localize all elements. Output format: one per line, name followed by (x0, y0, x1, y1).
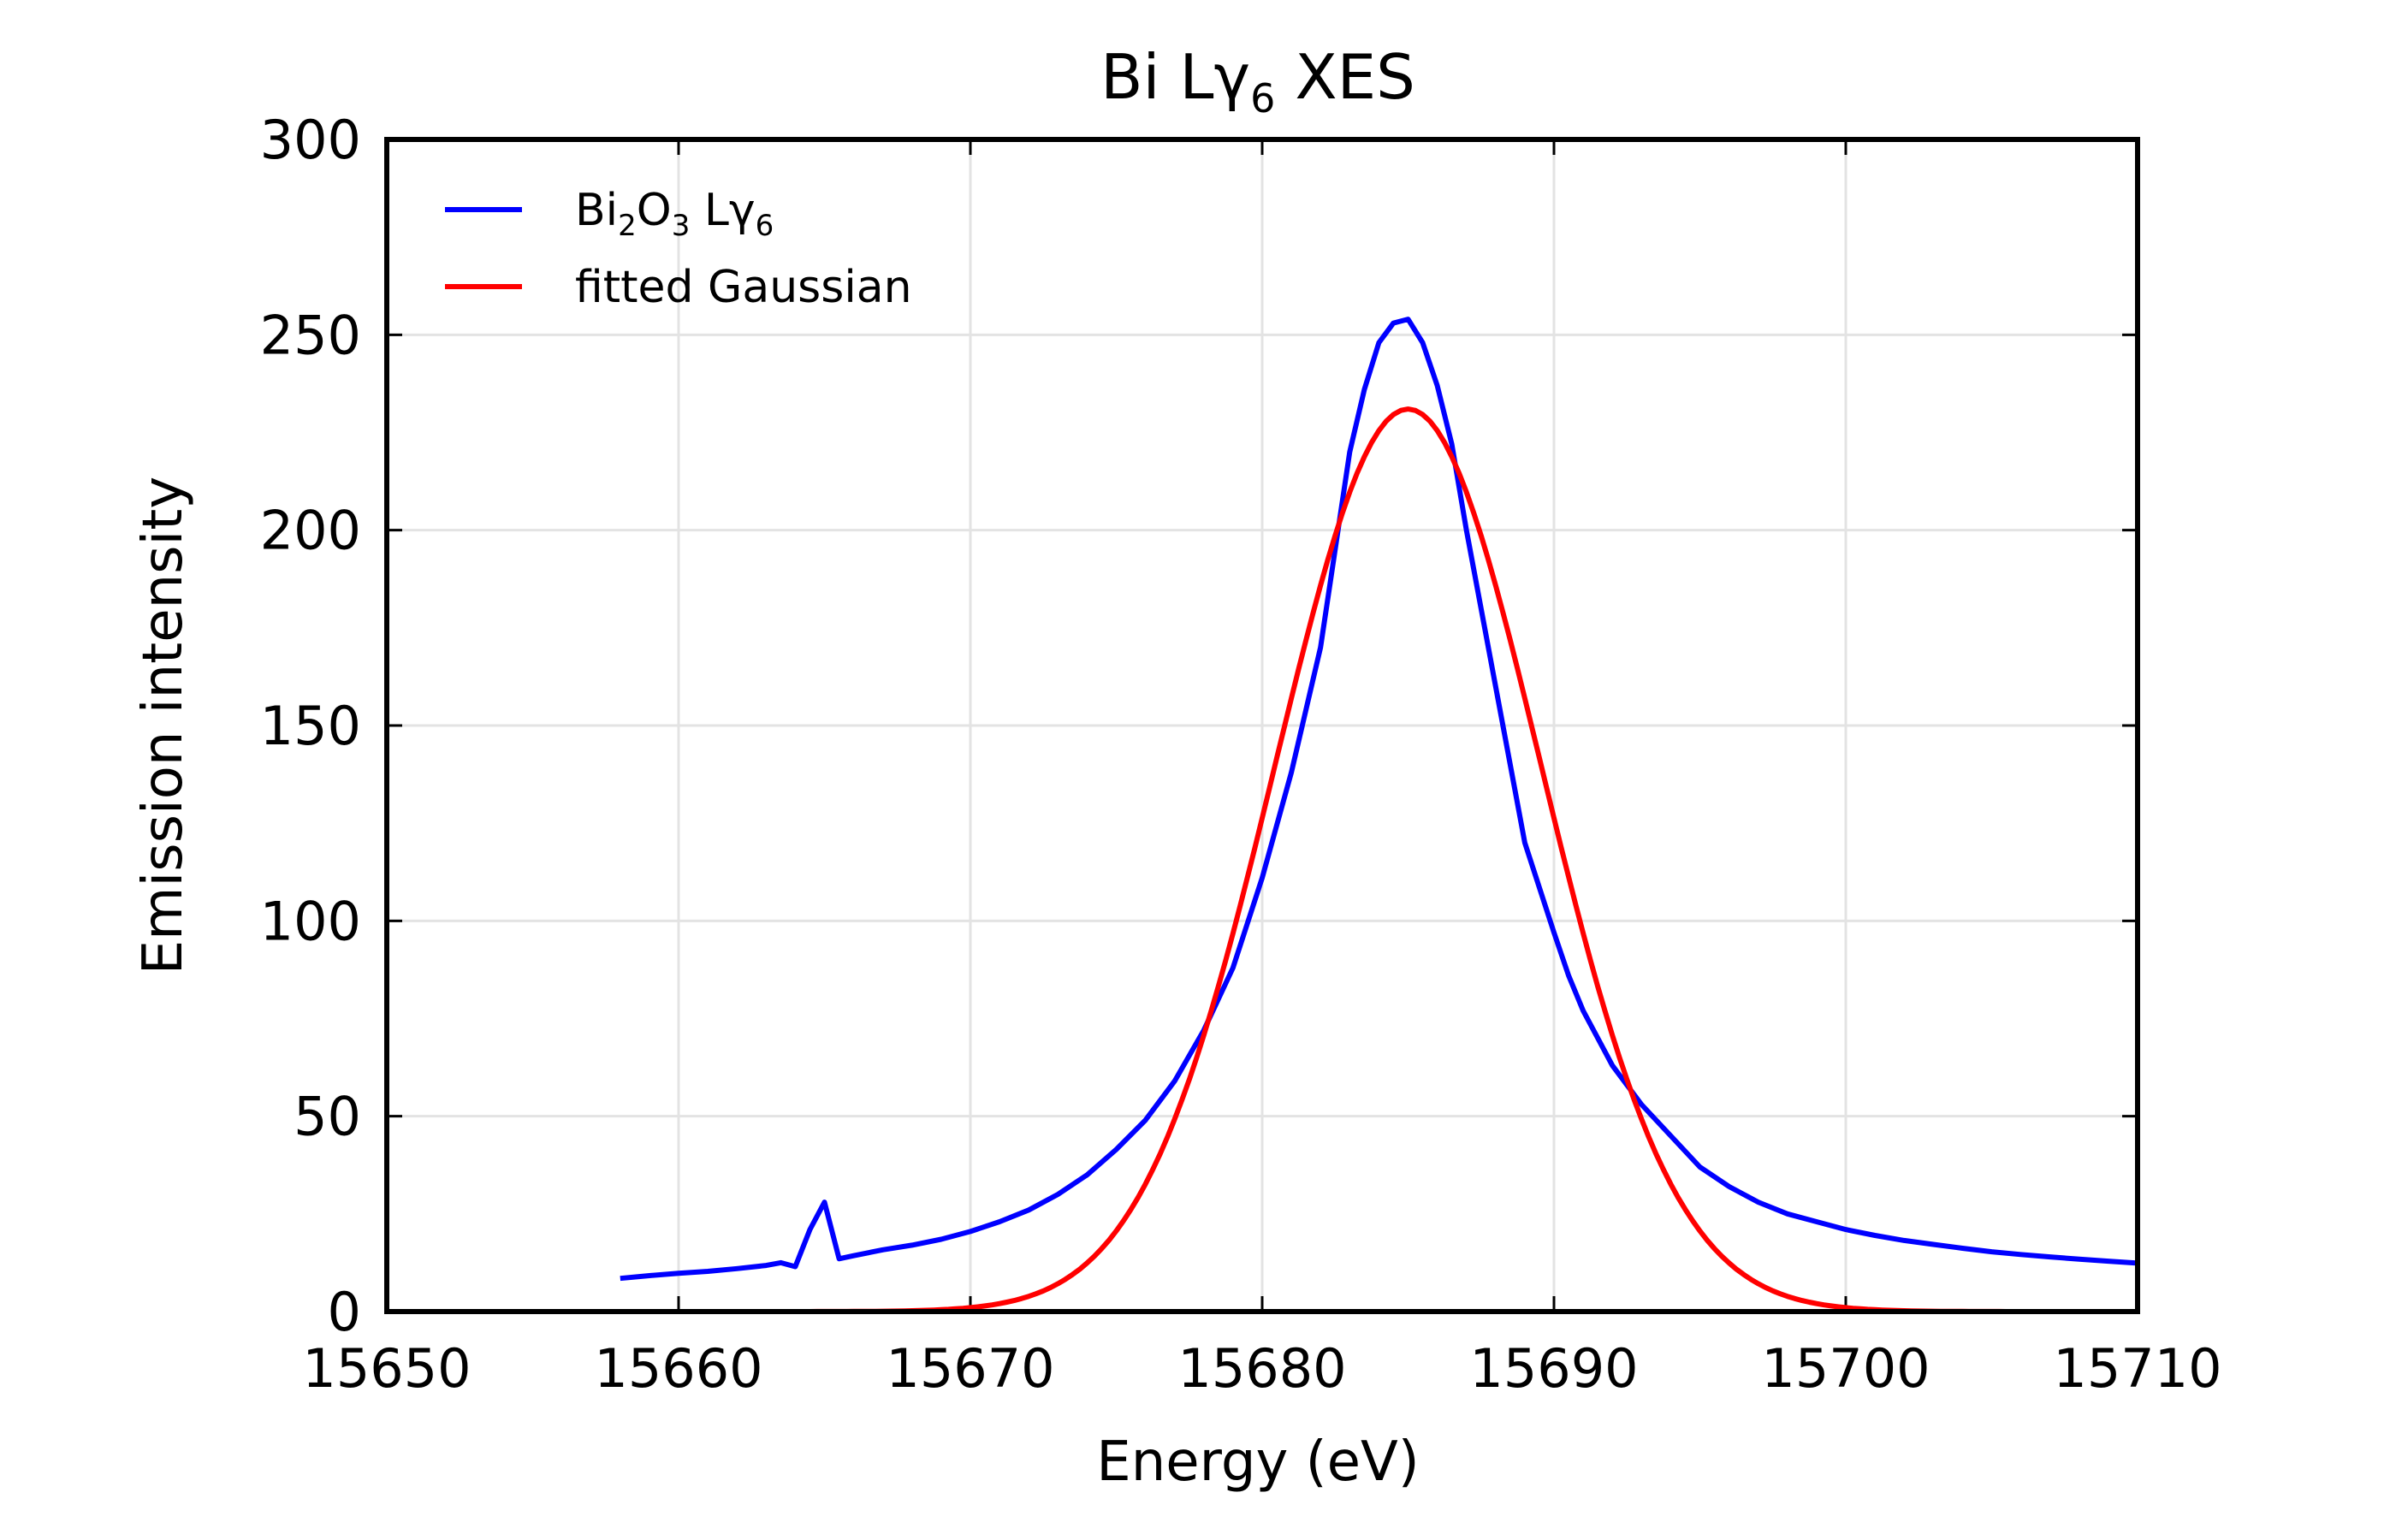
plot-frame (384, 137, 2140, 1314)
label-text: XES (1275, 41, 1414, 113)
chart-title: Bi Lγ6 XES (1100, 41, 1415, 121)
x-tick-label: 15700 (1761, 1337, 1930, 1400)
y-tick-label: 0 (328, 1281, 361, 1343)
x-tick-label: 15690 (1469, 1337, 1638, 1400)
legend-entry-2: fitted Gaussian (575, 262, 912, 313)
subscript-text: 6 (756, 209, 774, 243)
x-tick-label: 15680 (1177, 1337, 1346, 1400)
tick-labels: 15650 15660 15670 15680 15690 15700 15710 0 50 10… (260, 109, 2222, 1400)
legend: Bi2O3 Lγ6 fitted Gaussian (445, 185, 912, 313)
y-axis-label: Emission intensity (132, 477, 195, 975)
legend-entry-1: Bi2O3 Lγ6 (575, 185, 774, 243)
subscript-text: 3 (672, 209, 691, 243)
y-tick-label: 250 (260, 304, 361, 366)
label-text: fitted Gaussian (575, 262, 912, 313)
x-tick-label: 15660 (594, 1337, 762, 1400)
x-tick-label: 15710 (2053, 1337, 2221, 1400)
y-tick-label: 50 (294, 1086, 361, 1148)
y-tick-label: 150 (260, 695, 361, 757)
subscript-text: 2 (618, 209, 637, 243)
y-tick-label: 200 (260, 500, 361, 562)
label-text: O (637, 185, 672, 236)
subscript-text: 6 (1250, 75, 1275, 121)
x-axis-label: Energy (eV) (1096, 1430, 1420, 1494)
label-text: Bi L (1100, 41, 1213, 113)
label-text: Bi (575, 185, 618, 236)
x-tick-label: 15650 (302, 1337, 471, 1400)
x-tick-label: 15670 (886, 1337, 1054, 1400)
y-tick-label: 300 (260, 109, 361, 171)
label-text: γ (729, 185, 756, 236)
label-text: L (690, 185, 729, 236)
series-line-1 (620, 317, 2138, 1282)
label-text: γ (1214, 41, 1251, 113)
y-tick-label: 100 (260, 890, 361, 952)
